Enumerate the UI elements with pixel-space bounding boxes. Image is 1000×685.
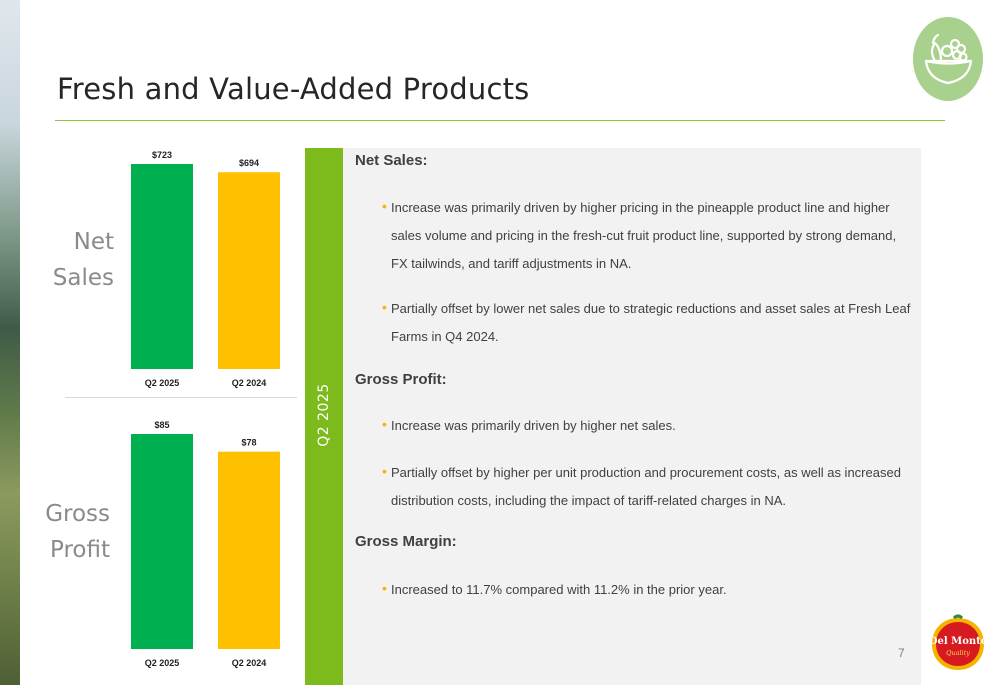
net-sales-heading: Net Sales: <box>355 152 428 169</box>
background-photo-strip <box>0 0 20 685</box>
gross-profit-chart: $85 Q2 2025 $78 Q2 2024 <box>115 410 295 675</box>
net-sales-bullet: • Increase was primarily driven by highe… <box>382 194 916 278</box>
detail-panel: Net Sales: • Increase was primarily driv… <box>343 148 921 685</box>
net-sales-label: Net Sales <box>40 224 114 296</box>
gross-profit-value-label: $85 <box>154 420 169 430</box>
gross-profit-bullet-text: Increase was primarily driven by higher … <box>391 418 676 433</box>
net-sales-value-label: $694 <box>239 158 259 168</box>
gross-profit-heading: Gross Profit: <box>355 371 447 388</box>
bullet-dot-icon: • <box>382 198 387 214</box>
logo-subtext: Quality <box>946 649 970 657</box>
page-title: Fresh and Value-Added Products <box>57 72 530 106</box>
bullet-dot-icon: • <box>382 580 387 596</box>
net-sales-bullet-text: Partially offset by lower net sales due … <box>391 301 911 344</box>
gross-profit-tick-label: Q2 2024 <box>232 658 267 668</box>
bullet-dot-icon: • <box>382 416 387 432</box>
gross-profit-bullet: • Partially offset by higher per unit pr… <box>382 459 916 515</box>
gross-profit-tick-label: Q2 2025 <box>145 658 180 668</box>
page-number: 7 <box>898 646 905 660</box>
net-sales-tick-label: Q2 2025 <box>145 378 180 388</box>
net-sales-bullet-text: Increase was primarily driven by higher … <box>391 200 897 271</box>
logo-text: Del Monte <box>929 636 987 647</box>
bullet-dot-icon: • <box>382 299 387 315</box>
gross-profit-bar <box>218 451 280 649</box>
period-bar <box>305 148 343 685</box>
net-sales-bar <box>131 164 193 369</box>
gross-profit-bullet: • Increase was primarily driven by highe… <box>382 412 916 440</box>
net-sales-bar <box>218 172 280 369</box>
period-label: Q2 2025 <box>316 383 332 447</box>
gross-profit-chart-svg: $85 Q2 2025 $78 Q2 2024 <box>131 420 280 668</box>
net-sales-value-label: $723 <box>152 150 172 160</box>
chart-divider <box>65 397 297 398</box>
gross-profit-bar <box>131 434 193 649</box>
net-sales-label-line1: Net <box>73 229 114 255</box>
gross-margin-bullet-text: Increased to 11.7% compared with 11.2% i… <box>391 582 727 597</box>
gross-margin-bullet: • Increased to 11.7% compared with 11.2%… <box>382 576 916 604</box>
gross-profit-label-line1: Gross <box>45 501 110 527</box>
gross-profit-label: Gross Profit <box>30 496 110 568</box>
bullet-dot-icon: • <box>382 463 387 479</box>
gross-margin-heading: Gross Margin: <box>355 533 457 550</box>
fruit-bowl-icon <box>913 17 983 101</box>
net-sales-tick-label: Q2 2024 <box>232 378 267 388</box>
gross-profit-bullet-text: Partially offset by higher per unit prod… <box>391 465 901 508</box>
gross-profit-label-line2: Profit <box>50 537 110 563</box>
net-sales-chart: $723 Q2 2025 $694 Q2 2024 <box>115 140 295 395</box>
net-sales-bullet: • Partially offset by lower net sales du… <box>382 295 916 351</box>
title-divider <box>55 120 945 121</box>
gross-profit-value-label: $78 <box>241 438 256 448</box>
net-sales-label-line2: Sales <box>52 265 114 291</box>
net-sales-chart-svg: $723 Q2 2025 $694 Q2 2024 <box>131 150 280 388</box>
del-monte-logo: Del Monte Quality <box>926 614 990 674</box>
